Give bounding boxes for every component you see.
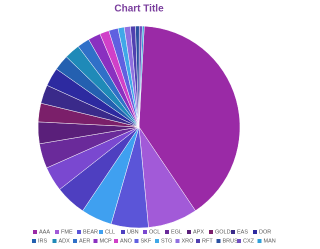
- legend-label: AAA: [39, 229, 50, 235]
- legend-swatch: [155, 239, 159, 243]
- legend-label: CXZ: [243, 238, 255, 244]
- legend-label: APX: [193, 229, 204, 235]
- pie-slice: [138, 25, 145, 128]
- legend-label: SKF: [141, 238, 152, 244]
- legend-label: BRUS: [223, 238, 239, 244]
- legend-swatch: [237, 239, 241, 243]
- legend-swatch: [52, 239, 57, 243]
- legend-swatch: [134, 239, 139, 243]
- legend-label: AER: [79, 238, 90, 244]
- legend-swatch: [143, 230, 147, 234]
- legend-swatch: [257, 239, 262, 243]
- legend-label: BEAR: [83, 229, 98, 235]
- legend-swatch: [99, 230, 103, 234]
- legend-swatch: [114, 239, 118, 243]
- legend-swatch: [32, 239, 36, 243]
- legend-label: GOLD: [215, 229, 231, 235]
- legend-label: MAN: [264, 238, 276, 244]
- legend-swatch: [77, 230, 81, 234]
- legend-label: MCP: [100, 238, 113, 244]
- legend-label: XRO: [182, 238, 195, 244]
- legend-swatch: [165, 230, 169, 234]
- legend-swatch: [196, 239, 200, 243]
- legend-label: FME: [61, 229, 73, 235]
- legend-label: OCL: [149, 229, 160, 235]
- legend-swatch: [231, 230, 235, 234]
- legend-swatch: [33, 230, 37, 234]
- legend-swatch: [121, 230, 125, 234]
- legend-label: EGL: [171, 229, 182, 235]
- legend-swatch: [55, 230, 59, 234]
- legend-swatch: [209, 230, 213, 234]
- legend-label: CLL: [105, 229, 115, 235]
- legend-label: RFT: [202, 238, 213, 244]
- legend-label: STG: [161, 238, 172, 244]
- legend-swatch: [253, 230, 257, 234]
- legend-label: IRS: [38, 238, 48, 244]
- legend-swatch: [73, 239, 77, 243]
- chart-title: Chart Title: [114, 4, 164, 15]
- legend-swatch: [187, 230, 191, 234]
- legend-swatch: [175, 239, 180, 243]
- legend-label: UBN: [127, 229, 139, 235]
- chart: Chart Title AAA FME BEAR CLL UBN OCL EGL APX GOL…: [32, 3, 276, 245]
- legend-label: ADX: [59, 238, 71, 244]
- legend-swatch: [216, 239, 221, 243]
- legend-label: DOR: [259, 229, 271, 235]
- legend-label: ANO: [120, 238, 133, 244]
- pie-slice: [138, 25, 241, 212]
- legend-label: EAS: [237, 229, 248, 235]
- legend-swatch: [93, 239, 98, 243]
